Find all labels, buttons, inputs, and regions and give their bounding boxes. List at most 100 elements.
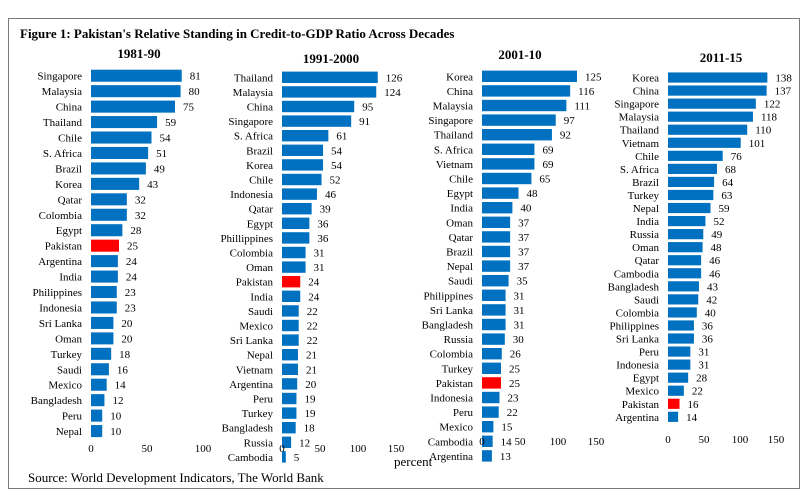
- data-label: 32: [135, 210, 146, 222]
- data-label: 25: [509, 363, 521, 375]
- category-label: Pakistan: [436, 378, 474, 390]
- data-label: 138: [775, 73, 792, 85]
- category-label: Chile: [58, 133, 82, 145]
- bar: [91, 378, 107, 391]
- category-label: S. Africa: [43, 148, 82, 160]
- category-label: Peru: [639, 347, 660, 359]
- data-label: 39: [320, 204, 332, 216]
- category-label: Mexico: [48, 380, 82, 392]
- category-label: Vietnam: [236, 364, 274, 376]
- category-label: Nepal: [633, 203, 659, 215]
- data-label: 75: [183, 102, 195, 114]
- data-label: 24: [308, 291, 320, 303]
- category-label: Egypt: [56, 225, 82, 237]
- category-label: Oman: [55, 333, 82, 345]
- category-label: Argentina: [429, 451, 473, 463]
- category-label: Vietnam: [622, 138, 660, 150]
- data-label: 25: [127, 241, 139, 253]
- category-label: Chile: [449, 174, 473, 186]
- bar: [482, 289, 506, 301]
- tick-label: 0: [665, 434, 671, 446]
- bar: [482, 143, 535, 155]
- bar: [482, 318, 506, 331]
- bar: [668, 307, 697, 318]
- bar: [668, 163, 717, 174]
- chart-panel-4: 2011-15 Korea 138 China 137 Singapore 122 Malay…: [608, 50, 793, 446]
- bar: [482, 172, 532, 185]
- data-label: 40: [705, 307, 717, 319]
- tick-label: 100: [550, 436, 567, 448]
- category-label: India: [59, 272, 82, 284]
- bar: [91, 146, 149, 159]
- data-label: 91: [359, 116, 370, 128]
- bar: [91, 409, 103, 422]
- category-label: Russia: [444, 334, 473, 346]
- category-label: Korea: [55, 179, 82, 191]
- bar: [668, 255, 702, 266]
- data-label: 40: [520, 203, 532, 215]
- chart-panel-1: 1981-90 Singapore 81 Malaysia 80 China 75 Thail…: [31, 46, 212, 455]
- category-label: India: [636, 216, 659, 228]
- bar: [482, 435, 493, 447]
- category-label: Philippines: [609, 320, 659, 332]
- data-label: 16: [117, 364, 129, 376]
- category-label: Colombia: [616, 307, 660, 319]
- bar: [91, 394, 105, 407]
- data-label: 35: [517, 276, 529, 288]
- data-label: 26: [510, 349, 522, 361]
- category-label: Malaysia: [42, 86, 82, 98]
- bar: [91, 116, 158, 129]
- category-label: Brazil: [632, 177, 659, 189]
- tick-label: 150: [588, 436, 605, 448]
- category-label: Pakistan: [236, 277, 274, 289]
- category-label: Indonesia: [430, 393, 473, 405]
- data-label: 22: [507, 407, 518, 419]
- data-label: 46: [709, 255, 721, 267]
- category-label: S. Africa: [234, 131, 273, 143]
- category-label: Bangladesh: [422, 320, 474, 332]
- panel-title: 1991-2000: [303, 51, 359, 66]
- category-label: Egypt: [633, 373, 659, 385]
- data-label: 54: [331, 145, 343, 157]
- data-label: 116: [578, 86, 595, 98]
- category-label: Colombia: [430, 349, 474, 361]
- category-label: Vietnam: [436, 159, 474, 171]
- bar: [482, 231, 511, 243]
- data-label: 52: [713, 216, 724, 228]
- category-label: Argentina: [38, 256, 82, 268]
- category-label: Saudi: [57, 364, 82, 376]
- data-label: 24: [308, 277, 320, 289]
- category-label: China: [247, 102, 273, 114]
- data-label: 48: [711, 242, 723, 254]
- bar: [91, 270, 118, 283]
- category-label: Thailand: [43, 117, 83, 129]
- category-label: Sri Lanka: [39, 318, 82, 330]
- category-label: Singapore: [428, 115, 473, 127]
- category-label: Colombia: [39, 210, 83, 222]
- category-label: Brazil: [55, 163, 82, 175]
- category-label: Peru: [62, 411, 83, 423]
- data-label: 28: [130, 225, 142, 237]
- category-label: Nepal: [56, 426, 82, 438]
- category-label: Philippines: [423, 290, 473, 302]
- bar: [482, 275, 509, 287]
- tick-label: 100: [195, 443, 212, 455]
- figure-frame: [8, 18, 800, 489]
- bar: [282, 305, 299, 317]
- category-label: Russia: [630, 229, 659, 241]
- category-label: Mexico: [439, 422, 473, 434]
- tick-label: 100: [732, 434, 749, 446]
- category-label: India: [250, 291, 273, 303]
- bar: [668, 150, 723, 161]
- category-label: Thailand: [234, 72, 274, 84]
- bar: [282, 144, 324, 156]
- bar: [282, 392, 297, 405]
- data-label: 21: [306, 350, 317, 362]
- data-label: 46: [709, 268, 721, 280]
- bar: [282, 378, 298, 390]
- chart-panel-2: 1991-2000 Thailand 126 Malaysia 124 China 95 Si…: [220, 51, 404, 464]
- bar: [282, 451, 286, 463]
- bar: [282, 159, 324, 171]
- bar: [91, 85, 181, 98]
- bar: [482, 260, 511, 272]
